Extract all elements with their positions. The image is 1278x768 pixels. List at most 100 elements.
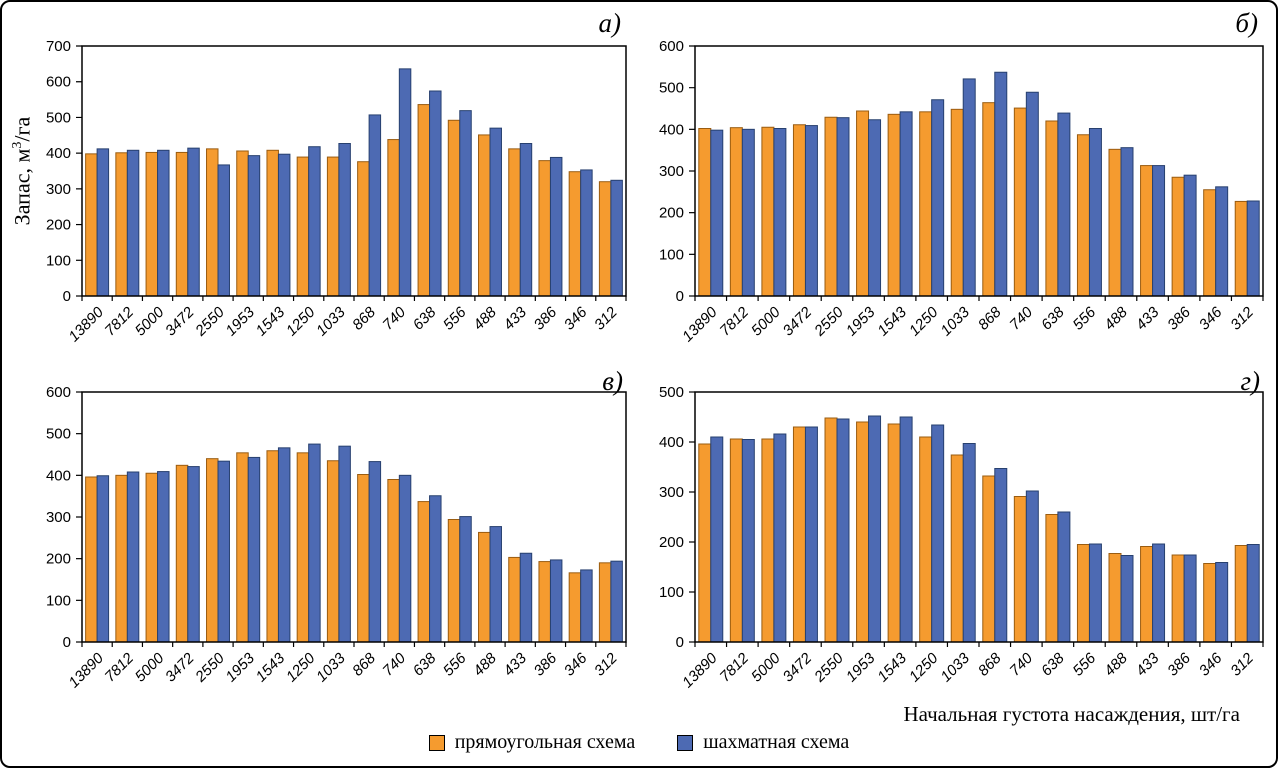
bar — [773, 128, 787, 297]
bar — [1057, 511, 1071, 643]
bar — [296, 452, 310, 643]
panel-a: Запас, м3/га 0 100 200 300 400 500 600 700 13890… — [2, 2, 639, 366]
panel-label-g: г) — [1240, 366, 1260, 396]
bar — [729, 127, 743, 297]
x-tick-label: 5000 — [748, 649, 784, 685]
bar — [417, 501, 431, 643]
x-tick-label: 346 — [561, 303, 591, 333]
bar — [115, 474, 128, 643]
x-tick-label: 346 — [1196, 649, 1226, 679]
x-tick-label: 386 — [531, 303, 561, 333]
bar — [387, 139, 400, 297]
x-tick-label: 868 — [349, 649, 379, 679]
bar — [538, 160, 551, 297]
x-tick-label: 5000 — [132, 649, 168, 685]
bar — [368, 114, 382, 297]
bar — [1025, 490, 1039, 643]
bar — [1045, 514, 1059, 643]
y-tick-label: 200 — [659, 534, 684, 551]
legend-label-rectangular-scheme: прямоугольная схема — [454, 731, 636, 753]
legend-swatch-blue — [677, 734, 694, 751]
x-tick-label: 1543 — [253, 649, 289, 685]
bar — [429, 495, 442, 643]
bar — [157, 149, 170, 297]
bar — [308, 443, 321, 643]
panel-label-a: а) — [598, 8, 622, 38]
bar — [804, 125, 818, 297]
bar — [126, 471, 140, 643]
bar — [519, 552, 533, 643]
bar — [1025, 91, 1039, 297]
x-tick-label: 433 — [1133, 649, 1163, 679]
x-tick-label: 433 — [500, 649, 530, 679]
bar — [478, 531, 491, 643]
x-tick-label: 638 — [1038, 303, 1068, 333]
bar — [338, 143, 351, 297]
bar — [236, 452, 249, 643]
x-tick-label: 346 — [561, 649, 591, 679]
bar — [836, 418, 850, 643]
y-tick-label: 400 — [46, 467, 71, 484]
y-tick-label: 300 — [659, 163, 684, 180]
bar — [1246, 544, 1260, 643]
bar — [217, 460, 230, 643]
bar — [1013, 107, 1027, 297]
x-tick-label: 1953 — [222, 303, 258, 339]
bar — [217, 164, 230, 297]
x-tick-label: 3472 — [780, 303, 816, 339]
bar — [96, 148, 110, 297]
bar — [836, 117, 850, 297]
bar — [308, 146, 321, 297]
x-tick-label: 638 — [410, 649, 440, 679]
bar — [145, 472, 159, 643]
bar — [824, 417, 838, 643]
bar — [1152, 165, 1166, 297]
chart-g: 0 100 200 300 400 500 138907812500034722550195… — [659, 384, 1264, 691]
bar — [1140, 546, 1154, 643]
bar — [115, 152, 128, 297]
bar — [1183, 174, 1197, 297]
bar — [868, 415, 882, 643]
bar — [187, 466, 200, 643]
y-tick-label: 300 — [46, 509, 71, 526]
bottom-strip: Начальная густота насаждения, шт/га прям… — [2, 702, 1276, 766]
bar — [919, 111, 933, 297]
bar — [549, 559, 563, 643]
chart-a: 0 100 200 300 400 500 600 700 138907812500034722… — [46, 38, 627, 345]
bar — [96, 475, 110, 643]
x-tick-label: 2550 — [811, 303, 848, 340]
x-tick-label: 3472 — [162, 649, 198, 685]
x-tick-label: 2550 — [811, 649, 848, 686]
bar — [1108, 148, 1122, 297]
bar — [175, 464, 189, 643]
bar — [538, 561, 551, 643]
bar — [447, 119, 461, 297]
x-tick-label: 556 — [1070, 649, 1100, 679]
bar — [610, 560, 623, 643]
y-tick-label: 600 — [46, 74, 71, 91]
x-tick-label: 1250 — [283, 649, 319, 685]
bar — [266, 450, 279, 643]
bar — [887, 423, 901, 643]
bar — [145, 151, 159, 297]
x-tick-label: 7812 — [717, 303, 753, 339]
bar — [1234, 200, 1248, 297]
bar — [508, 556, 521, 643]
x-tick-label: 7812 — [717, 649, 753, 685]
y-tick-label: 600 — [659, 38, 684, 55]
y-tick-label: 200 — [46, 551, 71, 568]
bar — [919, 436, 933, 643]
x-tick-label: 433 — [1133, 303, 1163, 333]
bar — [126, 149, 140, 297]
bar — [994, 468, 1008, 643]
bar — [982, 102, 996, 297]
bar — [698, 443, 712, 643]
bar — [187, 147, 200, 297]
bar — [1120, 147, 1134, 297]
x-tick-label: 868 — [975, 649, 1005, 679]
x-axis-title: Начальная густота насаждения, шт/га — [903, 702, 1240, 726]
bar — [459, 516, 472, 643]
bar — [1234, 545, 1248, 643]
bar — [489, 526, 502, 643]
bar — [157, 471, 170, 643]
